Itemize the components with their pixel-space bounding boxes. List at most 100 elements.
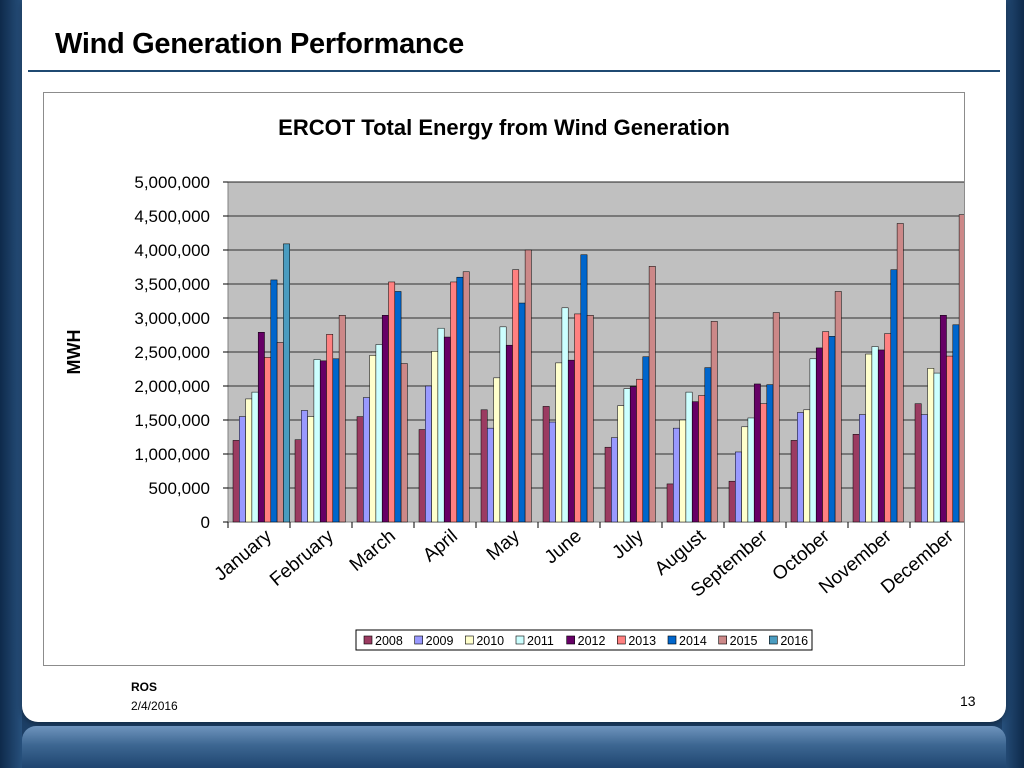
bar xyxy=(933,372,941,523)
legend-swatch xyxy=(414,635,423,645)
bar xyxy=(313,359,321,523)
bar xyxy=(927,368,935,523)
bar xyxy=(939,315,947,523)
bar xyxy=(797,412,804,523)
bar xyxy=(425,385,432,523)
bar xyxy=(636,378,644,523)
x-tick-label: August xyxy=(651,525,710,580)
bar xyxy=(871,346,879,523)
bar xyxy=(555,362,563,523)
legend-label: 2010 xyxy=(476,634,504,648)
slide: Wind Generation Performance ERCOT Total … xyxy=(22,0,1006,722)
bar xyxy=(580,254,588,523)
bar xyxy=(753,383,761,523)
bar xyxy=(865,353,873,523)
y-tick-label: 4,000,000 xyxy=(134,241,210,260)
bar xyxy=(375,344,383,523)
bar xyxy=(294,439,302,523)
bar xyxy=(283,243,290,523)
bar xyxy=(493,377,501,523)
bar xyxy=(673,427,680,523)
y-tick-label: 0 xyxy=(201,513,210,532)
bar xyxy=(728,480,736,523)
bar xyxy=(363,397,370,523)
bar xyxy=(617,405,625,523)
bar xyxy=(338,315,346,523)
legend-swatch xyxy=(617,635,626,645)
bar xyxy=(381,315,389,523)
y-tick-label: 1,000,000 xyxy=(134,445,210,464)
bottom-bar xyxy=(22,726,1006,768)
bar xyxy=(958,214,964,523)
bar xyxy=(852,434,860,523)
chart-frame: ERCOT Total Energy from Wind Generation 0… xyxy=(43,92,965,666)
bar xyxy=(698,395,706,523)
wind-generation-chart: ERCOT Total Energy from Wind Generation 0… xyxy=(64,115,964,651)
bar xyxy=(896,223,904,523)
bar xyxy=(629,386,637,523)
x-tick-label: June xyxy=(541,526,586,569)
x-tick-label: July xyxy=(608,525,648,563)
bar xyxy=(952,324,960,523)
bar xyxy=(790,440,798,523)
bar xyxy=(388,281,396,523)
y-tick-label: 2,000,000 xyxy=(134,377,210,396)
bar xyxy=(666,483,674,523)
bar xyxy=(921,414,928,523)
bar xyxy=(332,358,340,523)
bar xyxy=(264,357,272,523)
bar xyxy=(611,437,618,523)
bar xyxy=(549,421,556,523)
bar xyxy=(462,271,470,523)
bar xyxy=(499,326,507,523)
bar xyxy=(257,332,265,523)
y-tick-label: 1,500,000 xyxy=(134,411,210,430)
bar xyxy=(356,416,364,523)
bar xyxy=(815,347,823,523)
page-number: 13 xyxy=(960,693,976,709)
bar xyxy=(809,358,817,523)
bar xyxy=(480,409,488,523)
bar xyxy=(648,266,656,523)
legend-label: 2016 xyxy=(780,634,808,648)
bar xyxy=(685,391,693,523)
bar xyxy=(542,406,550,523)
bar xyxy=(418,429,426,523)
bar xyxy=(741,426,749,523)
footer-date: 2/4/2016 xyxy=(131,699,178,713)
chart-title: ERCOT Total Energy from Wind Generation xyxy=(278,115,730,140)
bar xyxy=(524,249,532,523)
y-tick-label: 3,500,000 xyxy=(134,275,210,294)
slide-edge-right xyxy=(1002,0,1024,768)
bar xyxy=(487,427,494,523)
bar xyxy=(239,416,246,523)
bar xyxy=(946,355,954,523)
bar xyxy=(245,398,253,523)
bar xyxy=(512,269,520,523)
y-tick-label: 5,000,000 xyxy=(134,173,210,192)
bar xyxy=(567,359,575,523)
legend-label: 2012 xyxy=(578,634,606,648)
bar xyxy=(270,279,278,523)
bar xyxy=(828,336,836,523)
bar xyxy=(859,414,866,523)
y-tick-label: 2,500,000 xyxy=(134,343,210,362)
y-tick-label: 4,500,000 xyxy=(134,207,210,226)
bar xyxy=(704,367,712,523)
x-tick-label: March xyxy=(346,526,400,576)
bar xyxy=(307,416,315,523)
bar xyxy=(772,312,780,523)
legend-swatch xyxy=(769,635,778,645)
bar xyxy=(232,440,240,523)
bar xyxy=(760,403,768,523)
legend-label: 2015 xyxy=(730,634,758,648)
legend-label: 2009 xyxy=(426,634,454,648)
x-tick-label: April xyxy=(419,526,462,567)
y-tick-label: 500,000 xyxy=(149,479,210,498)
legend-swatch xyxy=(465,635,474,645)
bar xyxy=(456,276,464,523)
bar xyxy=(394,291,402,523)
bar xyxy=(710,321,718,523)
legend-swatch xyxy=(363,635,373,645)
bar xyxy=(679,419,687,523)
